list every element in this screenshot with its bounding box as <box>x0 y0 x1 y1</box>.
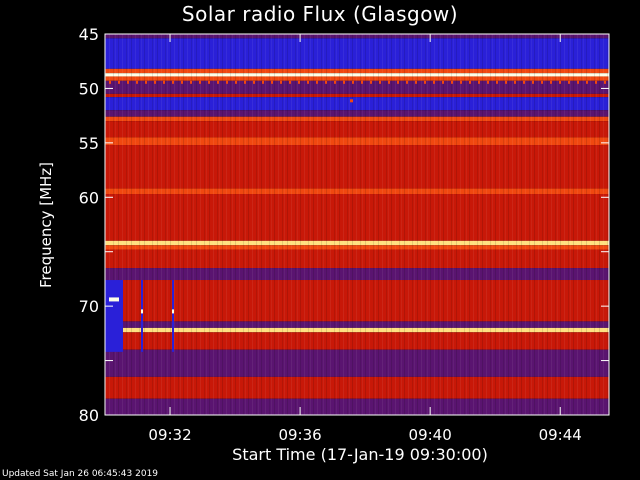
dot-marker <box>172 80 174 84</box>
y-axis: 45 50 55 60 70 80 <box>79 25 609 425</box>
spike-line-0 <box>141 280 143 352</box>
dot-marker <box>496 80 498 84</box>
dot-marker <box>181 80 183 84</box>
y-tick-label: 80 <box>79 406 99 425</box>
left-burst-flare <box>109 297 119 302</box>
dot-marker <box>271 80 273 84</box>
y-tick-label: 60 <box>79 188 99 207</box>
dot-marker <box>343 80 345 84</box>
dot-marker <box>388 80 390 84</box>
dot-marker <box>577 80 579 84</box>
dot-marker <box>514 80 516 84</box>
dot-marker <box>199 80 201 84</box>
dot-marker <box>154 80 156 84</box>
spike-flare-1 <box>172 309 174 314</box>
dot-marker <box>379 80 381 84</box>
updated-timestamp: Updated Sat Jan 26 06:45:43 2019 <box>2 469 159 479</box>
dot-marker <box>604 80 606 84</box>
dot-marker <box>451 80 453 84</box>
dot-marker <box>325 80 327 84</box>
dot-marker <box>235 80 237 84</box>
dot-marker <box>397 80 399 84</box>
dot-marker <box>244 80 246 84</box>
dot-marker <box>568 80 570 84</box>
isolated-dot <box>350 99 353 103</box>
dot-marker <box>586 80 588 84</box>
dot-marker <box>280 80 282 84</box>
dot-marker <box>190 80 192 84</box>
dot-marker <box>478 80 480 84</box>
dot-marker <box>487 80 489 84</box>
dot-marker <box>460 80 462 84</box>
dot-marker <box>442 80 444 84</box>
dot-marker <box>217 80 219 84</box>
dot-marker <box>523 80 525 84</box>
x-axis: 09:32 09:36 09:40 09:44 <box>148 34 582 444</box>
dot-marker <box>253 80 255 84</box>
dot-marker <box>262 80 264 84</box>
y-tick-label: 70 <box>79 297 99 316</box>
dot-marker <box>550 80 552 84</box>
dot-marker <box>163 80 165 84</box>
dot-marker <box>208 80 210 84</box>
y-tick-label: 55 <box>79 134 99 153</box>
dot-marker <box>370 80 372 84</box>
x-tick-label: 09:32 <box>148 426 191 444</box>
dot-marker <box>541 80 543 84</box>
spectrogram-features <box>105 80 606 352</box>
dot-marker <box>595 80 597 84</box>
x-tick-label: 09:44 <box>539 426 582 444</box>
x-axis-label: Start Time (17-Jan-19 09:30:00) <box>232 445 488 464</box>
dot-marker <box>226 80 228 84</box>
dot-marker <box>424 80 426 84</box>
dot-marker <box>136 80 138 84</box>
chart-title: Solar radio Flux (Glasgow) <box>181 2 459 26</box>
dot-marker <box>406 80 408 84</box>
y-tick-label: 45 <box>79 25 99 44</box>
dot-marker <box>352 80 354 84</box>
spike-line-1 <box>172 280 174 352</box>
dot-marker <box>469 80 471 84</box>
y-tick-label: 50 <box>79 79 99 98</box>
x-tick-label: 09:40 <box>409 426 452 444</box>
x-tick-label: 09:36 <box>278 426 321 444</box>
dot-marker <box>109 80 111 84</box>
dot-marker <box>559 80 561 84</box>
dot-marker <box>289 80 291 84</box>
dot-marker <box>316 80 318 84</box>
dot-marker <box>118 80 120 84</box>
dot-marker <box>145 80 147 84</box>
left-burst-block <box>105 280 123 352</box>
dot-marker <box>361 80 363 84</box>
dot-marker <box>127 80 129 84</box>
dot-marker <box>433 80 435 84</box>
plot-frame <box>104 33 610 416</box>
dot-marker <box>532 80 534 84</box>
dot-marker <box>307 80 309 84</box>
dot-marker <box>298 80 300 84</box>
dot-marker <box>505 80 507 84</box>
dot-marker <box>334 80 336 84</box>
spike-flare-0 <box>141 309 143 314</box>
spectrogram-noise <box>105 34 609 415</box>
dot-marker <box>415 80 417 84</box>
